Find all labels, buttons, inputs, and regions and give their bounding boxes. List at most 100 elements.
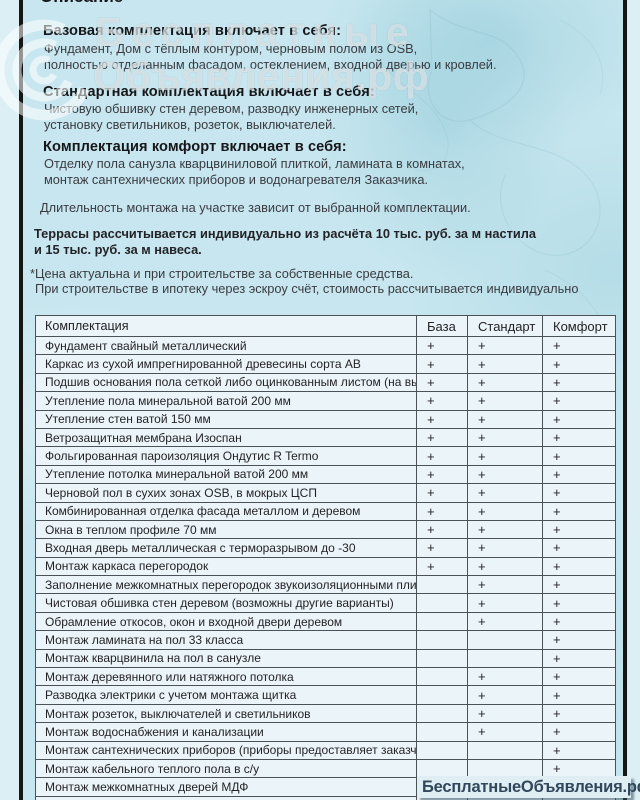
- feature-label: Заполнение межкомнатных перегородок звук…: [35, 575, 417, 595]
- feature-label: Разводка электрики с учетом монтажа щитк…: [35, 685, 417, 705]
- feature-label: Монтаж межкомнатных дверей МДФ: [35, 777, 417, 797]
- feature-label: Монтаж деревянного или натяжного потолка: [35, 667, 417, 687]
- comfort-value: +: [542, 427, 616, 448]
- table-row: Монтаж деревянного или натяжного потолка…: [35, 667, 616, 687]
- feature-label: Окна в теплом профиле 70 мм: [35, 519, 417, 540]
- comfort-value: +: [542, 354, 616, 374]
- comfort-value: +: [542, 611, 616, 632]
- standard-value: [467, 740, 543, 760]
- feature-label: Фундамент свайный металлический: [35, 335, 417, 356]
- column-header-comfort: Комфорт: [542, 315, 616, 337]
- price-note-line: При строительстве в ипотеку через эскроу…: [35, 281, 579, 296]
- section-comfort-title: Комплектация комфорт включает в себя:: [43, 139, 347, 155]
- standard-value: +: [467, 703, 543, 724]
- table-row: Подшив основания пола сеткой либо оцинко…: [35, 372, 616, 393]
- base-value: [416, 722, 468, 742]
- base-value: [416, 667, 468, 687]
- table-row: Заполнение межкомнатных перегородок звук…: [35, 575, 616, 595]
- comfort-value: +: [542, 685, 616, 705]
- table-row: Фольгированная пароизоляция Ондутис R Te…: [35, 446, 616, 466]
- feature-label: Утепление пола минеральной ватой 200 мм: [35, 391, 417, 411]
- standard-value: [467, 648, 543, 669]
- comfort-value: +: [542, 409, 616, 429]
- standard-value: +: [467, 354, 543, 374]
- standard-value: +: [467, 685, 543, 705]
- price-note-line: *Цена актуальна и при строительстве за с…: [30, 266, 414, 281]
- comfort-value: +: [542, 667, 616, 687]
- comfort-value: +: [542, 335, 616, 356]
- base-value: +: [416, 391, 468, 411]
- section-comfort-line: Отделку пола санузла кварцвиниловой плит…: [44, 156, 465, 171]
- feature-label: Монтаж кабельного теплого пола в с/у: [35, 758, 417, 779]
- base-value: +: [416, 519, 468, 540]
- comfort-value: +: [542, 519, 616, 540]
- comfort-value: +: [542, 372, 616, 393]
- terrace-note-line: Террасы рассчитывается индивидуально из …: [34, 226, 536, 241]
- standard-value: +: [467, 538, 543, 558]
- feature-label: Подшив основания пола сеткой либо оцинко…: [35, 372, 417, 393]
- standard-value: +: [467, 575, 543, 595]
- base-value: +: [416, 335, 468, 356]
- feature-label: Комбинированная отделка фасада металлом …: [35, 501, 417, 521]
- standard-value: +: [467, 409, 543, 429]
- base-value: [416, 740, 468, 760]
- table-row: Монтаж кабельного теплого пола в с/у +: [35, 758, 616, 779]
- table-row: Монтаж каркаса перегородок + + +: [35, 556, 616, 577]
- comfort-value: +: [542, 446, 616, 466]
- standard-value: +: [467, 427, 543, 448]
- base-value: +: [416, 427, 468, 448]
- comfort-value: +: [542, 575, 616, 595]
- table-row: Чистовая обшивка стен деревом (возможны …: [35, 593, 616, 613]
- feature-label: Входная дверь металлическая с терморазры…: [35, 538, 417, 558]
- section-standard-line: Чистовую обшивку стен деревом, разводку …: [44, 101, 419, 116]
- comfort-value: +: [542, 556, 616, 577]
- column-header-configuration: Комплектация: [35, 315, 417, 337]
- duration-note: Длительность монтажа на участке зависит …: [40, 200, 471, 215]
- page-title: Описание: [40, 0, 123, 7]
- standard-value: +: [467, 391, 543, 411]
- comfort-value: +: [542, 483, 616, 503]
- standard-value: +: [467, 464, 543, 485]
- standard-value: +: [467, 722, 543, 742]
- feature-label: Каркас из сухой импрегнированной древеси…: [35, 354, 417, 374]
- table-row: Монтаж водоснабжения и канализации + +: [35, 722, 616, 742]
- base-value: [416, 575, 468, 595]
- table-row: Обрамление откосов, окон и входной двери…: [35, 611, 616, 632]
- feature-label: Чистовая обшивка стен деревом (возможны …: [35, 593, 417, 613]
- feature-label: Монтаж ламината на пол 33 класса: [35, 630, 417, 650]
- section-basic-line: Фундамент, Дом с тёплым контуром, чернов…: [44, 41, 418, 56]
- base-value: +: [416, 372, 468, 393]
- feature-label: Утепление потолка минеральной ватой 200 …: [35, 464, 417, 485]
- table-row: Фундамент свайный металлический + + +: [35, 335, 616, 356]
- base-value: +: [416, 556, 468, 577]
- comfort-value: +: [542, 538, 616, 558]
- feature-label: Монтаж сантехнических приборов (приборы …: [35, 740, 417, 760]
- base-value: [416, 648, 468, 669]
- standard-value: +: [467, 593, 543, 613]
- brand-logo-icon: [0, 19, 95, 121]
- standard-value: +: [467, 611, 543, 632]
- comfort-value: +: [542, 464, 616, 485]
- comfort-value: +: [542, 740, 616, 760]
- standard-value: +: [467, 556, 543, 577]
- table-row: Черновой пол в сухих зонах OSB, в мокрых…: [35, 483, 616, 503]
- table-row: Монтаж сантехнических приборов (приборы …: [35, 740, 616, 760]
- column-header-base: База: [416, 315, 468, 337]
- table-row: Монтаж ламината на пол 33 класса +: [35, 630, 616, 650]
- watermark-top-text: Бесплатные: [95, 9, 416, 55]
- table-row: Монтаж кварцвинила на пол в санузле +: [35, 648, 616, 669]
- watermark-top-text: Объявления.рф: [93, 53, 430, 99]
- column-header-standard: Стандарт: [467, 315, 543, 337]
- table-row: Монтаж розеток, выключателей и светильни…: [35, 703, 616, 724]
- standard-value: +: [467, 483, 543, 503]
- table-row: Утепление стен ватой 150 мм + + +: [35, 409, 616, 429]
- comfort-value: +: [542, 630, 616, 650]
- base-value: [416, 703, 468, 724]
- table-row: Ветрозащитная мембрана Изоспан + + +: [35, 427, 616, 448]
- watermark-bottom-plate: БесплатныеОбъявления.рф: [417, 776, 640, 798]
- comfort-value: +: [542, 758, 616, 779]
- feature-label: Монтаж розеток, выключателей и светильни…: [35, 703, 417, 724]
- table-header-row: Комплектация База Стандарт Комфорт: [35, 315, 616, 337]
- terrace-note-line: и 15 тыс. руб. за м навеса.: [34, 242, 202, 257]
- feature-label: Утепление стен ватой 150 мм: [35, 409, 417, 429]
